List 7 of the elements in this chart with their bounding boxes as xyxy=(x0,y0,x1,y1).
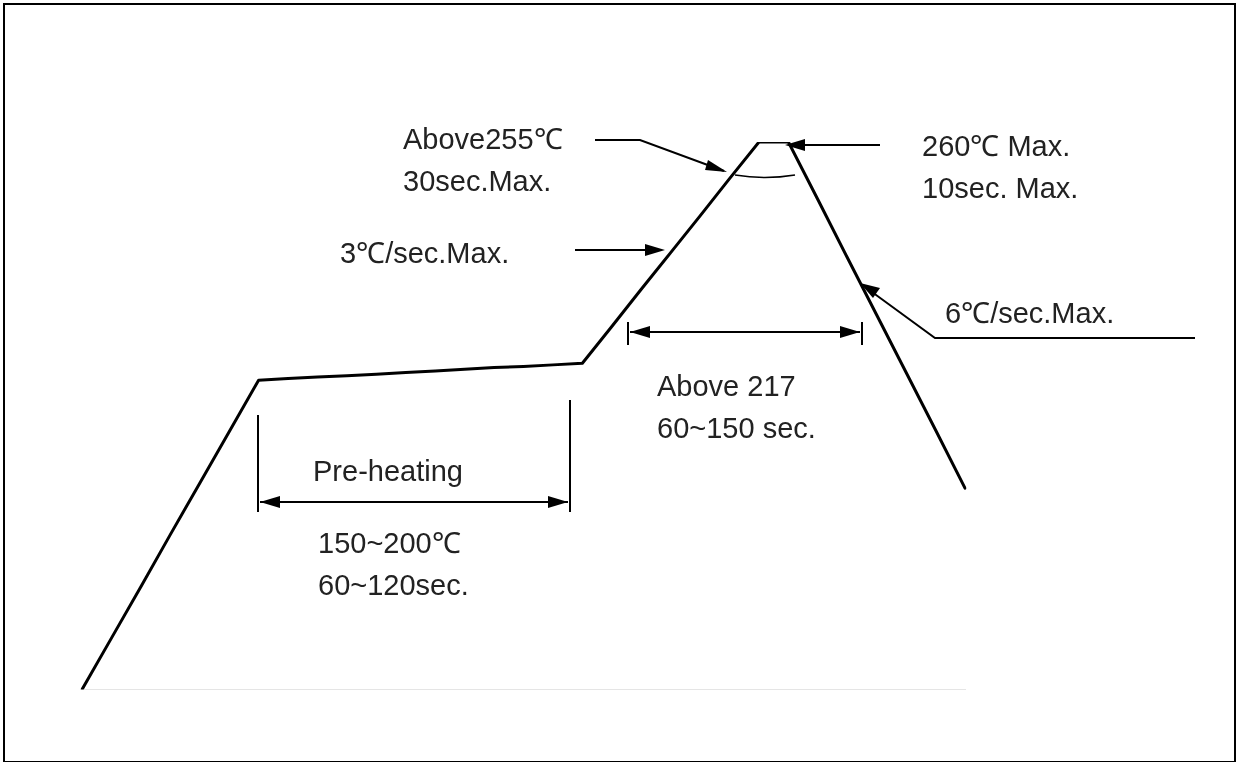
annotation: 260℃ Max. 10sec. Max. xyxy=(922,129,1079,206)
annotation: 3℃/sec.Max. xyxy=(340,236,510,271)
annotation: 150~200℃ 60~120sec. xyxy=(318,526,469,603)
annotation: Above255℃ 30sec.Max. xyxy=(403,122,563,199)
annotation: 6℃/sec.Max. xyxy=(945,296,1115,331)
annotation: Above 217 60~150 sec. xyxy=(657,369,816,446)
annotation: Pre-heating xyxy=(313,454,463,489)
